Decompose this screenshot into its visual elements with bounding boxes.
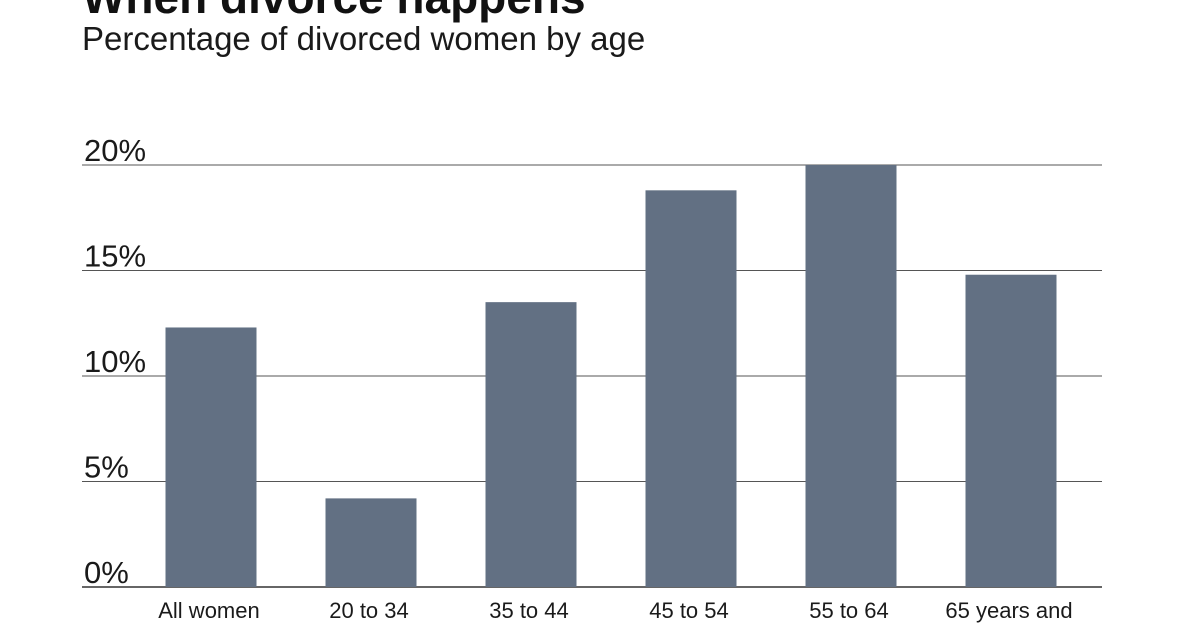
bar [805, 165, 897, 587]
bar [645, 190, 737, 587]
x-tick-label: All women [158, 598, 259, 623]
y-tick-label: 10% [84, 344, 146, 379]
y-tick-label: 0% [84, 555, 129, 590]
bars [165, 165, 1057, 587]
bar [965, 274, 1057, 587]
bar [165, 327, 257, 587]
y-tick-label: 5% [84, 450, 129, 485]
bar [325, 498, 417, 587]
bar [485, 302, 577, 587]
x-tick-label: 55 to 64 [809, 598, 889, 623]
y-tick-label: 15% [84, 239, 146, 274]
x-axis-labels: All women 20 to 34 35 to 44 45 to 54 55 to 6… [158, 598, 1072, 623]
x-tick-label: 65 years and [945, 598, 1072, 623]
chart-title: When divorce happens [82, 0, 586, 20]
y-tick-label: 20% [84, 133, 146, 168]
x-tick-label: 45 to 54 [649, 598, 729, 623]
chart-subtitle: Percentage of divorced women by age [82, 20, 646, 57]
x-tick-label: 20 to 34 [329, 598, 409, 623]
y-axis-labels: 0% 5% 10% 15% 20% [84, 133, 146, 590]
x-tick-label: 35 to 44 [489, 598, 569, 623]
